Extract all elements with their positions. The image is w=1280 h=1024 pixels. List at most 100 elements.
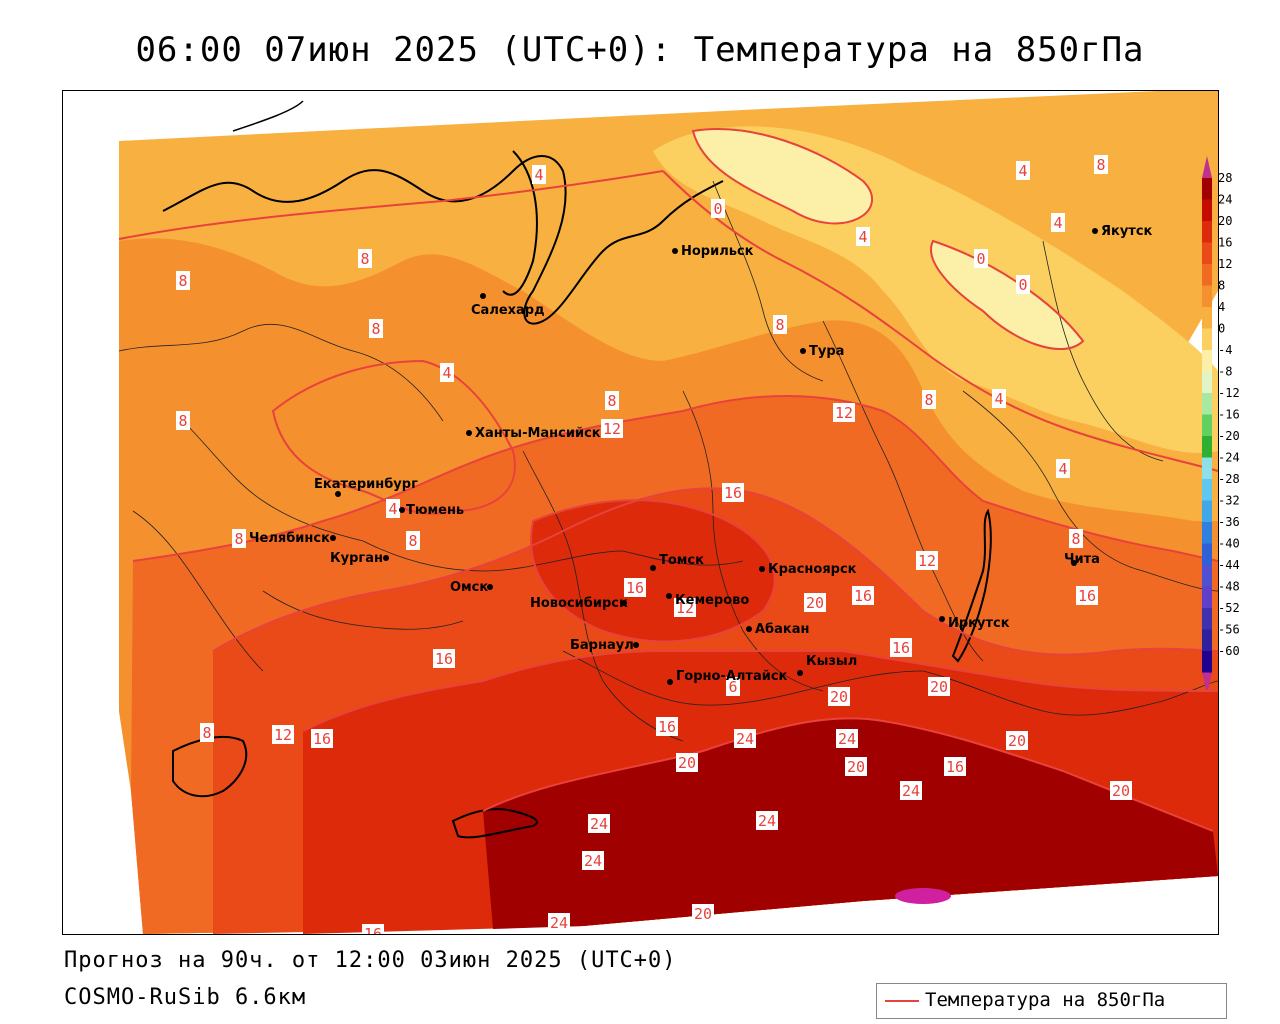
contour-label: 20 xyxy=(830,688,848,706)
city-label: Томск xyxy=(659,553,704,568)
contour-label: 20 xyxy=(847,758,865,776)
city-marker xyxy=(667,679,673,685)
lake-baikal xyxy=(951,508,992,663)
city-marker xyxy=(480,293,486,299)
contour-label: 20 xyxy=(806,594,824,612)
contour-label-box xyxy=(692,904,714,923)
coastline xyxy=(162,155,724,325)
contour-label: 8 xyxy=(1096,156,1105,174)
colorbar-swatch xyxy=(1202,307,1212,329)
contour-label: 16 xyxy=(854,587,872,605)
colorbar-swatch xyxy=(1202,199,1212,221)
contour-label-box xyxy=(856,227,870,246)
contour-label-box xyxy=(656,717,678,736)
city-marker xyxy=(383,555,389,561)
city-marker xyxy=(746,626,752,632)
contour-label-box xyxy=(176,411,190,430)
contour-label: 4 xyxy=(1018,162,1027,180)
contour-label: 16 xyxy=(946,758,964,776)
city-label: Якутск xyxy=(1101,224,1153,239)
model-info: COSMO-RuSib 6.6км xyxy=(64,985,307,1010)
city-label: Тюмень xyxy=(406,503,464,518)
contour-label-box xyxy=(1076,586,1098,605)
city-label: Челябинск xyxy=(249,531,330,546)
contour-label-box xyxy=(406,531,420,550)
city-label: Кызыл xyxy=(806,654,857,669)
contour-label: 20 xyxy=(694,905,712,923)
contour-label: 4 xyxy=(1058,460,1067,478)
contour-label-box xyxy=(588,814,610,833)
contour-label-box xyxy=(605,391,619,410)
colorbar-swatch xyxy=(1202,586,1212,608)
colorbar-tick-label: -12 xyxy=(1218,386,1240,400)
contour-label-box xyxy=(711,199,725,218)
colorbar-swatch xyxy=(1202,651,1212,673)
city-marker xyxy=(487,584,493,590)
contour-label-box xyxy=(944,757,966,776)
contour-label-box xyxy=(734,729,756,748)
contour-label-box xyxy=(916,551,938,570)
contour-label: 0 xyxy=(1018,276,1027,294)
contour-label: 4 xyxy=(534,166,543,184)
contour-label: 8 xyxy=(775,316,784,334)
city-label: Норильск xyxy=(681,244,754,259)
contour-label-box xyxy=(311,729,333,748)
city-marker xyxy=(939,616,945,622)
contour-label: 24 xyxy=(584,852,602,870)
city-marker xyxy=(466,430,472,436)
contour-label: 20 xyxy=(678,754,696,772)
contour-label-box xyxy=(369,319,383,338)
contour-label-box xyxy=(440,363,454,382)
contour-label-box xyxy=(674,598,696,617)
colorbar-tick-label: -8 xyxy=(1218,365,1232,379)
contour-label-box xyxy=(928,677,950,696)
city-marker xyxy=(633,642,639,648)
forecast-info: Прогноз на 90ч. от 12:00 03июн 2025 (UTC… xyxy=(64,948,677,973)
colorbar-swatch xyxy=(1202,285,1212,307)
contour-label: 8 xyxy=(234,530,243,548)
contour-label: 16 xyxy=(892,639,910,657)
contour-label: 8 xyxy=(924,391,933,409)
colorbar-tick-label: -28 xyxy=(1218,472,1240,486)
colorbar-swatch xyxy=(1202,350,1212,372)
colorbar-tick-label: 12 xyxy=(1218,257,1232,271)
coastline xyxy=(502,150,538,296)
contour-label: 20 xyxy=(930,678,948,696)
contour-label-box xyxy=(548,913,570,932)
contour-label: 12 xyxy=(603,420,621,438)
contour-label-box xyxy=(828,687,850,706)
field-minus4-0 xyxy=(931,241,1083,350)
map-panel: 4 0 4 8 8 4 8 0 0 4 8 8 8 8 8 4 12 12 16 4 8 8 12 4 4 16 12 20 16 16 1… xyxy=(62,90,1219,935)
city-label: Екатеринбург xyxy=(314,477,418,492)
contour-label-box xyxy=(676,753,698,772)
city-label: Салехард xyxy=(471,303,545,318)
coastline xyxy=(232,100,304,132)
contour-label: 24 xyxy=(902,782,920,800)
colorbar-swatch xyxy=(1202,414,1212,436)
city-marker xyxy=(650,565,656,571)
colorbar-tick-label: -60 xyxy=(1218,644,1240,658)
contour-label-box xyxy=(890,638,912,657)
contour-label: 24 xyxy=(736,730,754,748)
contour-label: 4 xyxy=(994,390,1003,408)
colorbar-top-arrow xyxy=(1202,156,1212,178)
colorbar-tick-label: 24 xyxy=(1218,193,1232,207)
contour-label: 24 xyxy=(838,730,856,748)
colorbar-swatch xyxy=(1202,178,1212,200)
contour-label: 16 xyxy=(658,718,676,736)
colorbar-swatch xyxy=(1202,543,1212,565)
city-marker xyxy=(621,600,627,606)
contour-label: 4 xyxy=(442,364,451,382)
contour-label-box xyxy=(1016,161,1030,180)
colorbar-tick-label: -24 xyxy=(1218,451,1240,465)
colorbar-swatch xyxy=(1202,522,1212,544)
colorbar-swatch xyxy=(1202,565,1212,587)
contour-label-box xyxy=(974,249,988,268)
contour-label: 8 xyxy=(178,412,187,430)
contour-label: 20 xyxy=(1008,732,1026,750)
city-label: Новосибирск xyxy=(530,596,628,611)
contour-label-box xyxy=(358,249,372,268)
contour-label: 4 xyxy=(388,500,397,518)
city-marker xyxy=(672,248,678,254)
